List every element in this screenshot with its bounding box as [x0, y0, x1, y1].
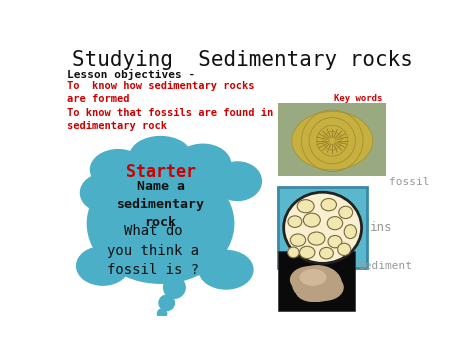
Ellipse shape — [214, 162, 261, 201]
Ellipse shape — [328, 235, 342, 248]
Ellipse shape — [130, 137, 191, 176]
Ellipse shape — [283, 192, 362, 263]
Text: What do
you think a
fossil is ?: What do you think a fossil is ? — [107, 224, 199, 277]
Ellipse shape — [296, 280, 330, 302]
Ellipse shape — [297, 200, 314, 213]
Ellipse shape — [344, 225, 356, 239]
Circle shape — [157, 309, 167, 318]
Text: Key words: Key words — [334, 93, 382, 103]
Text: Name a
sedimentary
rock: Name a sedimentary rock — [117, 180, 205, 229]
Ellipse shape — [321, 198, 337, 211]
Ellipse shape — [288, 247, 299, 258]
Ellipse shape — [288, 216, 302, 228]
Ellipse shape — [290, 234, 306, 246]
Ellipse shape — [303, 213, 320, 227]
Ellipse shape — [91, 149, 146, 190]
Text: ins: ins — [370, 221, 392, 234]
Text: Studying  Sedimentary rocks: Studying Sedimentary rocks — [73, 50, 413, 70]
Ellipse shape — [327, 217, 343, 230]
Ellipse shape — [339, 206, 353, 219]
Ellipse shape — [308, 232, 325, 245]
Text: Lesson objectives -: Lesson objectives - — [66, 70, 195, 81]
Text: To know that fossils are found in
sedimentary rock: To know that fossils are found in sedime… — [66, 108, 273, 131]
Circle shape — [159, 295, 174, 311]
Ellipse shape — [305, 274, 344, 301]
FancyBboxPatch shape — [278, 103, 386, 176]
Ellipse shape — [337, 243, 351, 256]
Text: To  know how sedimentary rocks
are formed: To know how sedimentary rocks are formed — [66, 81, 254, 104]
Text: fossil: fossil — [389, 177, 430, 187]
Ellipse shape — [292, 265, 342, 302]
Ellipse shape — [290, 266, 328, 293]
Text: Sediment: Sediment — [358, 261, 412, 271]
Ellipse shape — [319, 247, 333, 259]
Ellipse shape — [81, 174, 125, 211]
FancyBboxPatch shape — [278, 187, 367, 268]
Ellipse shape — [77, 247, 129, 285]
Ellipse shape — [175, 144, 231, 184]
Circle shape — [164, 277, 185, 298]
Ellipse shape — [199, 251, 253, 289]
Text: Starter: Starter — [126, 163, 196, 181]
Ellipse shape — [300, 246, 315, 258]
FancyBboxPatch shape — [278, 251, 356, 311]
Ellipse shape — [300, 269, 327, 286]
Ellipse shape — [87, 164, 234, 283]
Ellipse shape — [292, 111, 373, 170]
